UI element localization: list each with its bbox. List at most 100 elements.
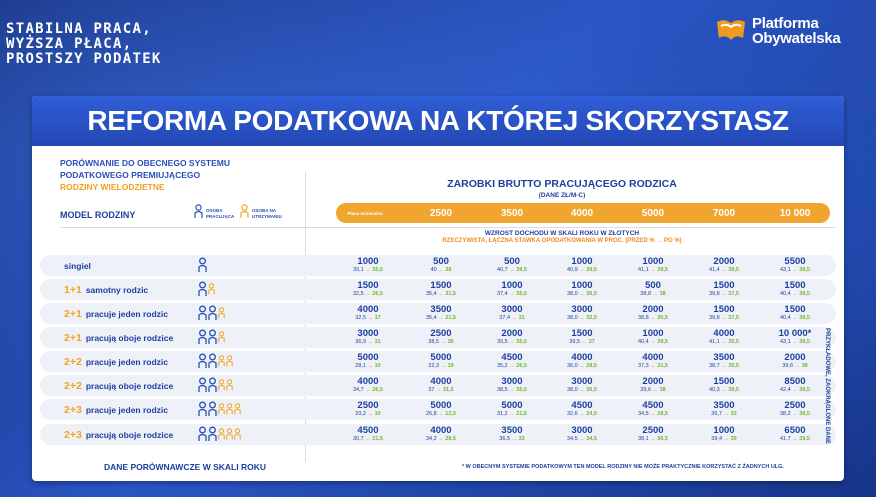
tax-after: 10 (374, 363, 381, 369)
arrow-right-icon: → (363, 267, 373, 273)
tax-before: 26,8 (426, 411, 437, 417)
value-cell: 1500 35,4 → 31,5 (410, 279, 472, 300)
income-increase: 2000 (642, 304, 664, 315)
tax-after: 37,5 (728, 291, 739, 297)
tax-rate: 30,7 → 21,5 (337, 436, 399, 443)
tax-rate: 36,7 → 33 (693, 411, 755, 418)
income-increase: 1500 (713, 280, 735, 291)
family-label: 1+1 samotny rodzic (64, 279, 148, 300)
tax-before: 38,5 (428, 339, 440, 345)
family-label: 2+2 pracuje jeden rodzic (64, 351, 168, 372)
tax-after: 36,5 (799, 411, 810, 417)
value-cell: 1000 39,4 → 39 (693, 424, 755, 445)
arrow-right-icon: → (510, 315, 519, 321)
arrow-right-icon: → (648, 363, 658, 369)
tax-before: 36,7 (711, 411, 723, 417)
income-increase: 4000 (642, 352, 664, 363)
arrow-right-icon: → (790, 387, 800, 393)
tax-after: 21,5 (516, 411, 527, 417)
income-increase: 3500 (713, 400, 735, 411)
tax-before: 20,2 (355, 411, 367, 417)
tax-rate: 32,5 → 26,5 (337, 291, 399, 298)
family-description: pracują oboje rodzice (85, 332, 174, 343)
arrow-right-icon: → (436, 436, 446, 442)
intro-line-3: RODZINY WIELODZIETNE (60, 182, 165, 192)
working-person-icon (208, 305, 217, 320)
value-cell: 3000 37,4 → 31 (481, 303, 543, 324)
income-increase: 1500 (430, 280, 452, 291)
working-person-icon (208, 353, 217, 368)
value-cell: 1000 40,4 → 39,5 (622, 327, 684, 348)
tax-after: 35,5 (372, 267, 383, 273)
income-title: WZROST DOCHODU W SKALI ROKU W ZŁOTYCH (484, 230, 640, 237)
arrow-right-icon: → (790, 436, 800, 442)
tax-after: 38 (801, 363, 808, 369)
income-increase: 4000 (713, 328, 735, 339)
arrow-right-icon: → (648, 411, 658, 417)
tax-rate: 39,5 → 35,5 (481, 339, 543, 346)
family-icons (198, 353, 233, 369)
working-person-icon (208, 329, 217, 344)
arrow-right-icon: → (651, 291, 660, 297)
income-increase: 4500 (642, 400, 664, 411)
value-cell: 1500 32,5 → 26,5 (337, 279, 399, 300)
value-cell: 2000 39,6 → 38 (622, 375, 684, 396)
dependent-person-icon (218, 355, 225, 367)
working-person-icon (194, 204, 203, 218)
tax-before: 36,5 (499, 436, 511, 442)
income-increase: 2500 (430, 328, 452, 339)
arrow-right-icon: → (648, 339, 658, 345)
family-row: 2+1 pracuje jeden rodzic 4000 32,5 → 17 3500… (40, 303, 836, 324)
tax-rate: 43,1 → 39,5 (764, 267, 826, 274)
arrow-right-icon: → (436, 411, 446, 417)
arrow-right-icon: → (790, 411, 800, 417)
tax-after: 31,5 (445, 291, 456, 297)
tax-after: 39,5 (657, 267, 668, 273)
tax-before: 40,3 (709, 387, 720, 393)
tax-rate: 41,7 → 39,5 (764, 436, 826, 443)
tax-after: 35,5 (516, 291, 527, 297)
tax-rate: 41,1 → 39,5 (622, 267, 684, 274)
tax-before: 35,2 (497, 363, 508, 369)
family-code: 2+2 (64, 379, 82, 392)
tax-rate: 34,5 → 34,5 (551, 436, 613, 443)
tax-before: 41,7 (780, 436, 791, 442)
tax-before: 41,4 (709, 267, 720, 273)
income-increase: 1500 (713, 376, 735, 387)
value-cell: 1500 39,8 → 37,5 (693, 303, 755, 324)
tax-rate: 39,8 → 37,5 (693, 315, 755, 322)
side-note: PRZYKŁADOWE, ZAOKRĄGLONE DANE (824, 328, 830, 444)
tax-after: 21,5 (445, 315, 456, 321)
family-row: 2+2 pracują oboje rodzice 4000 34,7 → 26,5 4… (40, 375, 836, 396)
value-cell: 3500 36,7 → 33 (693, 399, 755, 420)
dependent-person-icon (226, 428, 233, 440)
arrow-right-icon: → (439, 363, 448, 369)
tax-rate: 32,6 → 24,5 (551, 411, 613, 418)
salary-col-5: 7000 (712, 207, 736, 219)
value-cell: 4000 37,3 → 31,5 (622, 351, 684, 372)
arrow-right-icon: → (510, 436, 519, 442)
salary-subtitle: (DANE ZŁ/M-C) (538, 192, 586, 199)
income-increase: 1000 (571, 280, 593, 291)
tax-before: 40 (430, 267, 437, 273)
income-increase: 1000 (642, 328, 664, 339)
tax-after: 35,5 (728, 363, 739, 369)
value-cell: 3000 38,0 → 36,5 (551, 375, 613, 396)
working-person-icon (208, 377, 217, 392)
working-person-icon (198, 305, 207, 320)
dependent-person-icon (218, 331, 225, 343)
legend-working-label: OSOBA PRACUJĄCA (206, 208, 235, 219)
working-person-icon (208, 401, 217, 416)
value-cell: 1000 40,9 → 39,5 (551, 255, 613, 276)
salary-title: ZAROBKI BRUTTO PRACUJĄCEGO RODZICA (447, 178, 677, 190)
arrow-right-icon: → (793, 363, 802, 369)
value-cell: 1000 41,1 → 39,5 (622, 255, 684, 276)
header-divider (60, 227, 835, 228)
tax-rate: 38,2 → 36,5 (764, 411, 826, 418)
tax-rate: 36,9 → 31 (337, 339, 399, 346)
tax-after: 36,5 (657, 436, 668, 442)
tax-before: 38,0 (567, 315, 578, 321)
tax-after: 36,5 (586, 387, 597, 393)
dependent-person-icon (218, 379, 225, 391)
income-increase: 3500 (713, 352, 735, 363)
